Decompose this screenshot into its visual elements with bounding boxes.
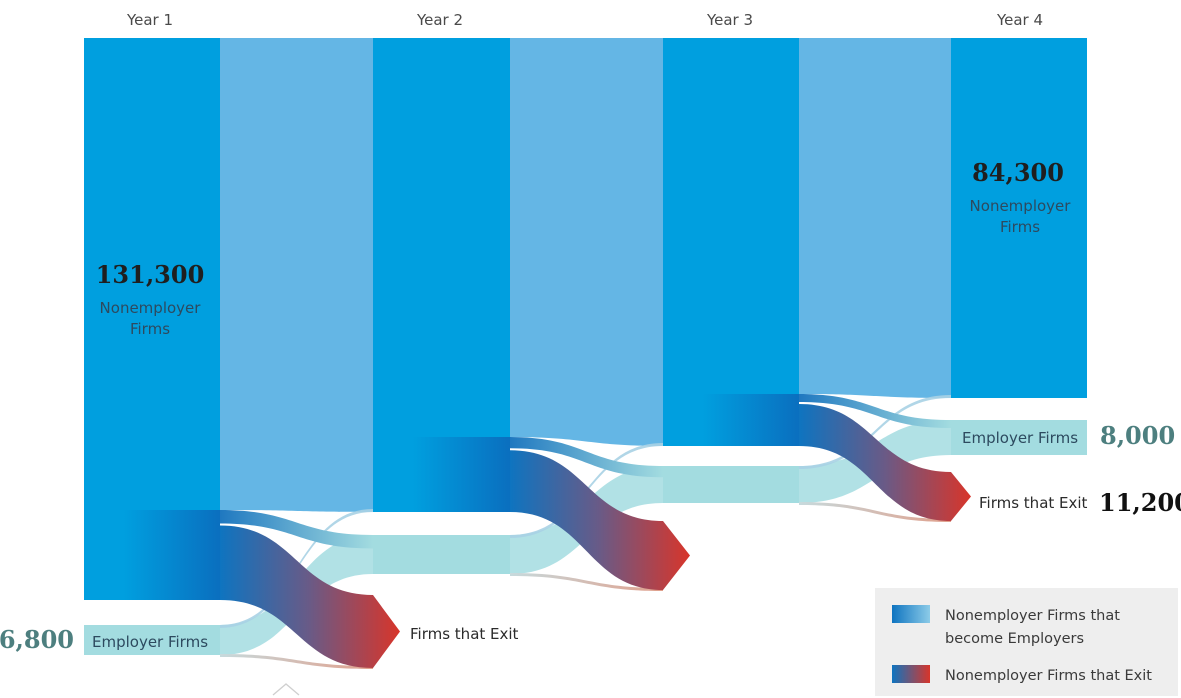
node-employer-year2	[373, 535, 510, 574]
y4-exit-label: Firms that Exit	[979, 494, 1088, 512]
legend-item1-line1: Nonemployer Firms that	[945, 608, 1120, 624]
node-nonemployer-outflow-block-year1	[124, 510, 220, 600]
flow-employer-exit-3	[799, 502, 951, 522]
node-nonemployer-year2	[373, 38, 510, 512]
y4-nonemployer-value: 84,300	[972, 158, 1064, 187]
flow-employer-exit-1	[220, 654, 373, 669]
node-nonemployer-year3	[663, 38, 799, 446]
legend-blue-gradient-swatch-icon	[892, 605, 930, 623]
caret-icon	[272, 683, 300, 696]
flows-back-layer	[220, 38, 951, 669]
y1-exit-label: Firms that Exit	[410, 625, 519, 643]
year-label-1: Year 1	[126, 11, 173, 29]
flow-nonemployer-stay-1	[220, 38, 373, 512]
year-label-4: Year 4	[996, 11, 1043, 29]
y1-nonemployer-label-line1: Nonemployer	[100, 299, 202, 317]
y4-nonemployer-label-line1: Nonemployer	[970, 197, 1072, 215]
flow-nonemployer-exit-1	[220, 525, 400, 668]
node-employer-year1	[84, 625, 220, 655]
flow-employer-exit-2	[510, 573, 663, 591]
y4-nonemployer-label-line2: Firms	[1000, 218, 1040, 236]
node-nonemployer-year1	[84, 38, 220, 600]
flow-nonemployer-exit-3	[799, 404, 971, 521]
nodes-layer	[84, 38, 1087, 655]
node-employer-year4	[951, 420, 1087, 455]
year-label-2: Year 2	[416, 11, 463, 29]
flow-nonemployer-become-employer-1	[220, 510, 373, 549]
flow-nonemployer-exit-2	[510, 450, 690, 590]
y4-employer-value: 8,000	[1100, 421, 1175, 450]
legend-blue-to-red-gradient-swatch-icon	[892, 665, 930, 683]
node-employer-year3	[663, 466, 799, 503]
node-nonemployer-year4	[951, 38, 1087, 398]
y4-exit-value: 11,200	[1099, 488, 1181, 517]
flow-employer-to-nonemployer-3	[799, 395, 951, 469]
node-nonemployer-outflow-block-year2	[413, 437, 510, 512]
legend-item1-line2: become Employers	[945, 631, 1084, 647]
flow-nonemployer-stay-2	[510, 38, 663, 446]
y1-employer-value: 6,800	[0, 625, 74, 654]
flow-nonemployer-stay-3	[799, 38, 951, 398]
y1-nonemployer-label-line2: Firms	[130, 320, 170, 338]
legend: Nonemployer Firms that become Employers …	[875, 588, 1178, 696]
flow-nonemployer-become-employer-3	[799, 394, 951, 428]
node-nonemployer-outflow-block-year3	[703, 394, 799, 446]
flow-nonemployer-become-employer-2	[510, 437, 663, 478]
flows-front-layer	[220, 394, 971, 668]
y1-nonemployer-value: 131,300	[96, 260, 205, 289]
y4-employer-label: Employer Firms	[962, 429, 1078, 447]
year-label-3: Year 3	[706, 11, 753, 29]
legend-item2-line1: Nonemployer Firms that Exit	[945, 668, 1152, 684]
y1-employer-label: Employer Firms	[92, 633, 208, 651]
